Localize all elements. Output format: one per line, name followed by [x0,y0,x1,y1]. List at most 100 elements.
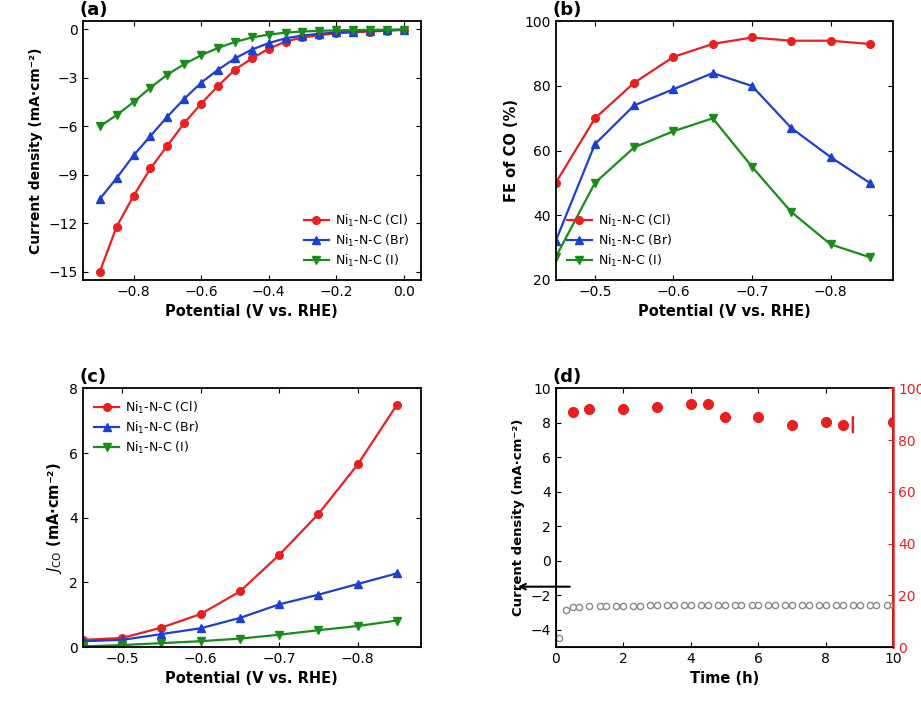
Ni$_1$-N-C (Cl) [94,267,105,276]
Ni$_1$-N-C (Cl) [313,510,324,518]
Ni$_1$-N-C (I) [381,26,392,34]
Ni$_1$-N-C (Br) [297,31,308,40]
Ni$_1$-N-C (Br) [381,26,392,34]
Ni$_1$-N-C (Cl) [111,223,122,231]
Ni$_1$-N-C (Br) [128,151,139,160]
Ni$_1$-N-C (Cl) [398,26,409,34]
Line: Ni$_1$-N-C (I): Ni$_1$-N-C (I) [79,616,401,650]
Ni$_1$-N-C (I) [314,26,325,35]
Ni$_1$-N-C (Cl) [297,33,308,42]
Ni$_1$-N-C (I) [77,642,88,651]
Ni$_1$-N-C (Br) [229,54,240,63]
Ni$_1$-N-C (I) [347,26,358,34]
Ni$_1$-N-C (I) [156,639,167,648]
Ni$_1$-N-C (I) [246,33,257,42]
Ni$_1$-N-C (Br) [246,46,257,54]
Ni$_1$-N-C (Cl) [352,460,363,469]
Line: Ni$_1$-N-C (Br): Ni$_1$-N-C (Br) [552,69,874,245]
Ni$_1$-N-C (I) [111,111,122,119]
Ni$_1$-N-C (I) [128,98,139,107]
Ni$_1$-N-C (Cl) [347,28,358,36]
Ni$_1$-N-C (I) [398,26,409,34]
Ni$_1$-N-C (I) [550,253,561,262]
Ni$_1$-N-C (Cl) [629,78,640,87]
X-axis label: Potential (V vs. RHE): Potential (V vs. RHE) [166,671,338,686]
Ni$_1$-N-C (Cl) [263,45,274,53]
Ni$_1$-N-C (Cl) [179,119,190,127]
Ni$_1$-N-C (I) [162,70,173,79]
Ni$_1$-N-C (Cl) [707,40,718,48]
Ni$_1$-N-C (Br) [162,112,173,121]
Ni$_1$-N-C (Br) [94,195,105,203]
Ni$_1$-N-C (I) [195,637,206,646]
Ni$_1$-N-C (I) [297,27,308,36]
Legend: Ni$_1$-N-C (Cl), Ni$_1$-N-C (Br), Ni$_1$-N-C (I): Ni$_1$-N-C (Cl), Ni$_1$-N-C (Br), Ni$_1$… [562,208,678,274]
Ni$_1$-N-C (Cl) [280,37,291,46]
Ni$_1$-N-C (Cl) [195,100,206,108]
Ni$_1$-N-C (Cl) [331,29,342,38]
Ni$_1$-N-C (I) [352,621,363,630]
Ni$_1$-N-C (Br) [864,178,875,187]
Line: Ni$_1$-N-C (Cl): Ni$_1$-N-C (Cl) [79,401,401,643]
Ni$_1$-N-C (Cl) [825,36,836,45]
Ni$_1$-N-C (I) [313,626,324,634]
Ni$_1$-N-C (Cl) [195,610,206,619]
X-axis label: Time (h): Time (h) [690,671,759,686]
Ni$_1$-N-C (I) [707,114,718,122]
Ni$_1$-N-C (Cl) [213,82,224,90]
Ni$_1$-N-C (Br) [195,78,206,87]
X-axis label: Potential (V vs. RHE): Potential (V vs. RHE) [166,304,338,319]
Ni$_1$-N-C (I) [629,143,640,151]
Ni$_1$-N-C (I) [195,51,206,60]
Line: Ni$_1$-N-C (Cl): Ni$_1$-N-C (Cl) [96,26,407,276]
Legend: Ni$_1$-N-C (Cl), Ni$_1$-N-C (Br), Ni$_1$-N-C (I): Ni$_1$-N-C (Cl), Ni$_1$-N-C (Br), Ni$_1$… [298,208,414,274]
Ni$_1$-N-C (Cl) [77,636,88,644]
Ni$_1$-N-C (I) [825,240,836,249]
Ni$_1$-N-C (Br) [156,630,167,638]
Ni$_1$-N-C (Cl) [589,114,600,122]
Ni$_1$-N-C (Br) [825,153,836,161]
Ni$_1$-N-C (I) [94,122,105,131]
Ni$_1$-N-C (Br) [263,39,274,48]
Ni$_1$-N-C (Br) [111,173,122,182]
Ni$_1$-N-C (Cl) [156,624,167,632]
Ni$_1$-N-C (I) [274,631,285,639]
Y-axis label: FE of CO (%): FE of CO (%) [504,99,519,202]
Y-axis label: Current density (mA·cm⁻²): Current density (mA·cm⁻²) [512,419,525,616]
Ni$_1$-N-C (I) [263,31,274,39]
Ni$_1$-N-C (Br) [347,27,358,36]
Ni$_1$-N-C (I) [365,26,376,34]
Ni$_1$-N-C (Cl) [117,634,128,642]
Ni$_1$-N-C (I) [331,26,342,35]
Line: Ni$_1$-N-C (Br): Ni$_1$-N-C (Br) [96,26,407,203]
Ni$_1$-N-C (Cl) [747,33,758,42]
Y-axis label: $J_{\mathrm{CO}}$ (mA·cm⁻²): $J_{\mathrm{CO}}$ (mA·cm⁻²) [44,462,64,574]
Ni$_1$-N-C (I) [179,60,190,68]
Ni$_1$-N-C (Br) [398,26,409,34]
X-axis label: Potential (V vs. RHE): Potential (V vs. RHE) [638,304,810,319]
Ni$_1$-N-C (I) [145,83,156,92]
Ni$_1$-N-C (Br) [668,85,679,93]
Ni$_1$-N-C (Br) [280,34,291,43]
Ni$_1$-N-C (Br) [786,124,797,132]
Ni$_1$-N-C (I) [747,163,758,171]
Ni$_1$-N-C (Br) [274,600,285,609]
Text: (d): (d) [553,368,581,386]
Ni$_1$-N-C (Cl) [314,31,325,39]
Text: (a): (a) [79,1,108,18]
Ni$_1$-N-C (Cl) [550,178,561,187]
Line: Ni$_1$-N-C (I): Ni$_1$-N-C (I) [96,26,407,130]
Ni$_1$-N-C (Br) [195,624,206,633]
Ni$_1$-N-C (Cl) [274,550,285,559]
Ni$_1$-N-C (I) [229,38,240,46]
Line: Ni$_1$-N-C (I): Ni$_1$-N-C (I) [552,114,874,261]
Ni$_1$-N-C (Br) [179,95,190,103]
Line: Ni$_1$-N-C (Br): Ni$_1$-N-C (Br) [79,570,401,645]
Ni$_1$-N-C (Br) [331,28,342,37]
Ni$_1$-N-C (Br) [550,237,561,245]
Ni$_1$-N-C (Br) [747,82,758,90]
Ni$_1$-N-C (Cl) [668,53,679,61]
Ni$_1$-N-C (I) [235,634,246,643]
Ni$_1$-N-C (Cl) [786,36,797,45]
Ni$_1$-N-C (Cl) [381,26,392,35]
